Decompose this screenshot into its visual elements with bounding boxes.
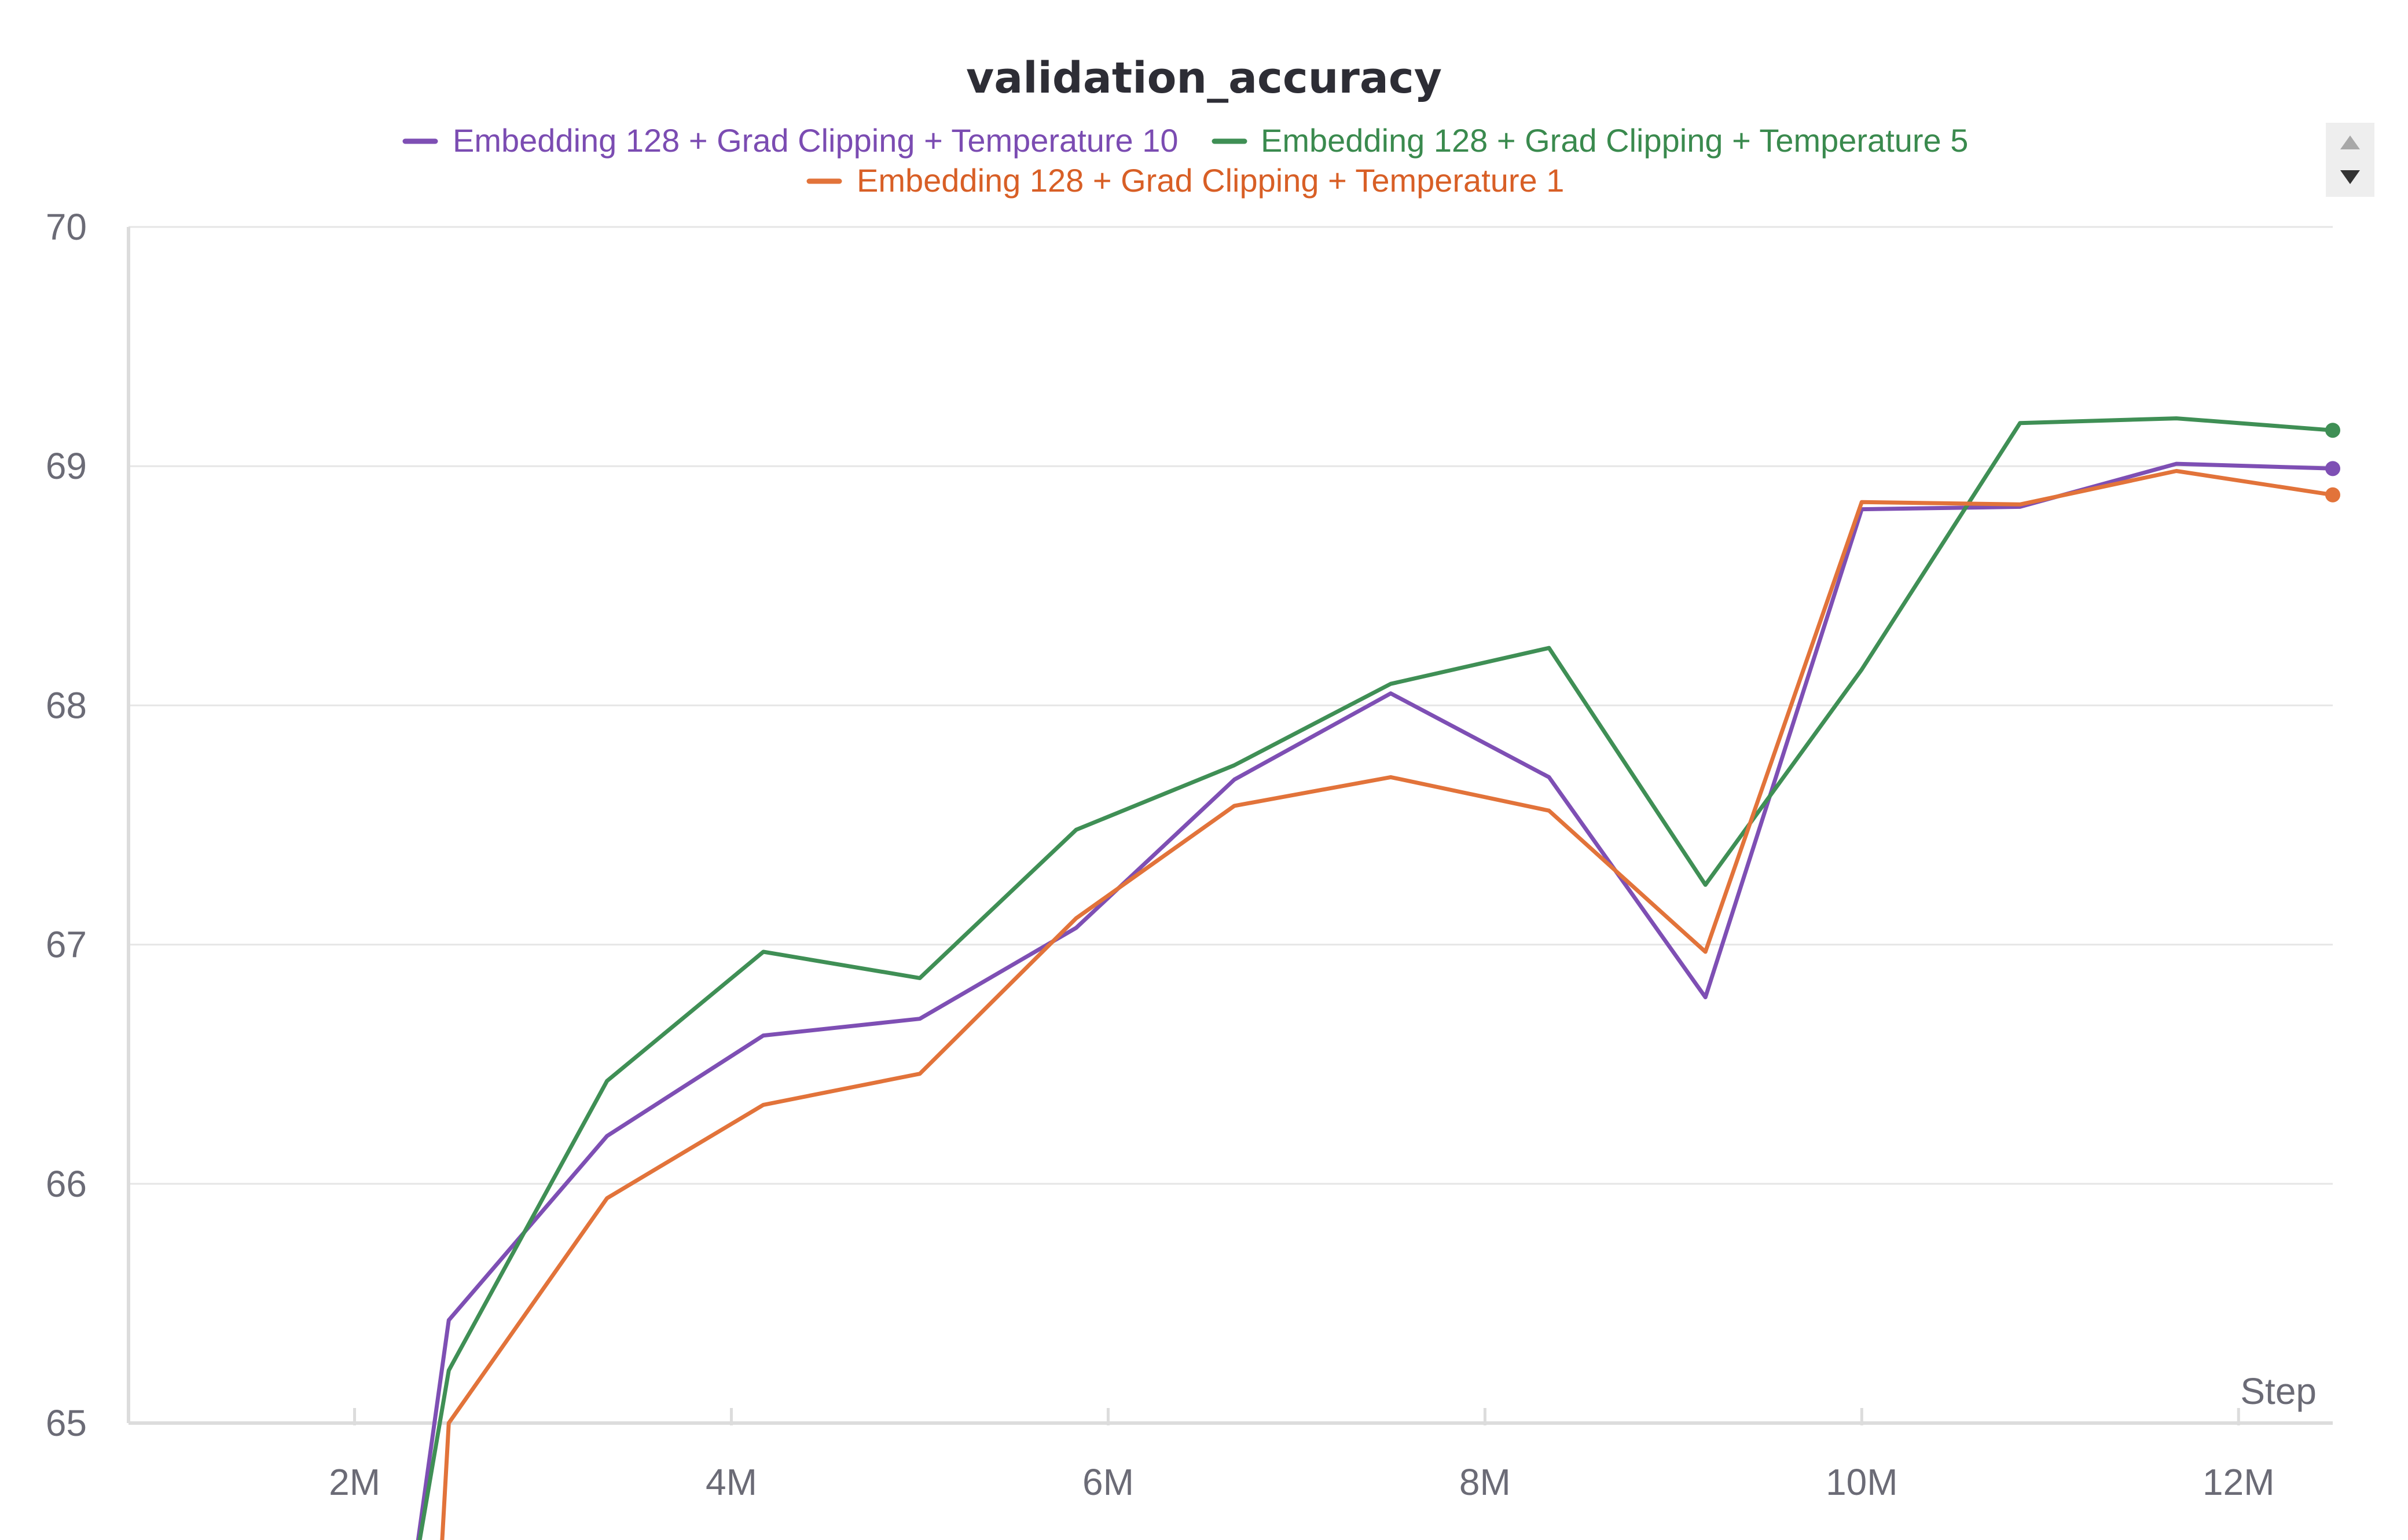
series-line-1 xyxy=(417,416,2333,1540)
x-tick-label: 10M xyxy=(1826,1461,1898,1503)
legend-item-0[interactable]: Embedding 128 + Grad Clipping + Temperat… xyxy=(402,122,1179,159)
legend-scroll-controls xyxy=(2326,123,2374,197)
y-tick-label: 66 xyxy=(46,1163,87,1205)
legend: Embedding 128 + Grad Clipping + Temperat… xyxy=(402,122,1968,199)
x-tick-label: 2M xyxy=(329,1461,380,1503)
series-line-2 xyxy=(440,469,2333,1540)
triangle-up-icon[interactable] xyxy=(2340,135,2360,149)
series-end-point-1 xyxy=(2325,423,2340,438)
series-line-0 xyxy=(416,461,2333,1540)
x-tick-label: 8M xyxy=(1459,1461,1511,1503)
triangle-down-icon[interactable] xyxy=(2340,170,2360,184)
series-end-point-0 xyxy=(2325,461,2340,476)
y-tick-label: 69 xyxy=(46,445,87,487)
y-axis: 65 66 67 68 69 70 xyxy=(46,206,87,1444)
series-end-point-2 xyxy=(2325,487,2340,503)
series-layer xyxy=(416,416,2333,1540)
legend-label: Embedding 128 + Grad Clipping + Temperat… xyxy=(857,162,1564,199)
legend-label: Embedding 128 + Grad Clipping + Temperat… xyxy=(453,122,1179,159)
grid xyxy=(129,226,2333,1185)
x-tick-label: 6M xyxy=(1082,1461,1134,1503)
x-tick-label: 4M xyxy=(706,1461,757,1503)
end-dots xyxy=(2325,423,2340,503)
legend-item-1[interactable]: Embedding 128 + Grad Clipping + Temperat… xyxy=(1212,122,1968,159)
chart-title: validation_accuracy xyxy=(966,53,1442,103)
y-tick-label: 70 xyxy=(46,206,87,248)
axes xyxy=(127,227,2333,1425)
y-tick-label: 65 xyxy=(46,1402,87,1444)
x-axis: 2M 4M 6M 8M 10M 12M xyxy=(329,1408,2275,1503)
y-tick-label: 67 xyxy=(46,924,87,966)
legend-item-2[interactable]: Embedding 128 + Grad Clipping + Temperat… xyxy=(806,162,1564,199)
x-tick-label: 12M xyxy=(2203,1461,2275,1503)
legend-label: Embedding 128 + Grad Clipping + Temperat… xyxy=(1261,122,1968,159)
x-axis-title: Step xyxy=(2240,1370,2317,1412)
y-tick-label: 68 xyxy=(46,684,87,726)
